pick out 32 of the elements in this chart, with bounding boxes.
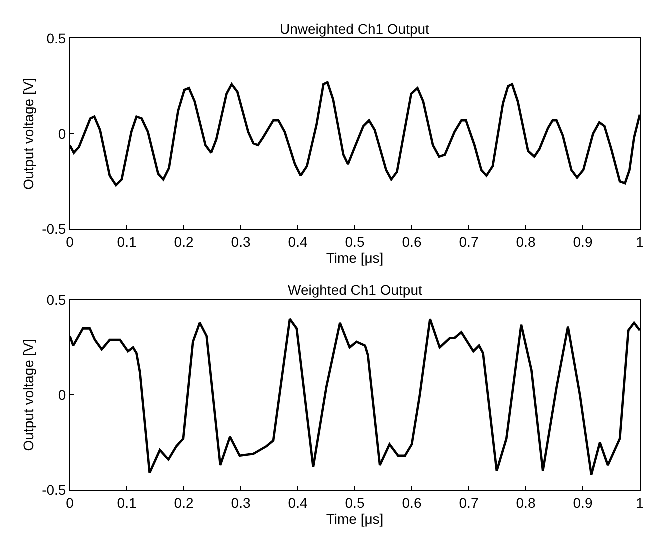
x-tick-label: 0.3	[231, 234, 251, 250]
x-tick-label: 0.6	[402, 234, 422, 250]
x-tick-label: 0.6	[402, 494, 422, 511]
x-tick-label: 0.7	[459, 494, 479, 511]
y-tick-label: 0.5	[46, 292, 66, 308]
x-tick-label: 0.8	[516, 234, 536, 250]
x-tick-label: 0.7	[459, 234, 479, 250]
x-tick-label: 0.1	[117, 494, 137, 511]
x-tick-label: 0.3	[231, 494, 251, 511]
x-tick-label: 0.1	[117, 234, 137, 250]
y-tick-label: 0	[58, 126, 66, 142]
x-axis-title: Time [μs]	[326, 250, 384, 266]
x-tick-label: 0.9	[573, 234, 593, 250]
y-axis-title: Output voltage [V]	[20, 339, 37, 452]
x-tick-label: 0.2	[174, 234, 194, 250]
x-tick-label: 0.8	[516, 494, 536, 511]
y-tick-label: -0.5	[42, 221, 66, 238]
x-tick-label: 1	[636, 234, 644, 250]
x-axis-title: Time [μs]	[326, 510, 384, 527]
y-axis-title: Output voltage [V]	[20, 78, 37, 190]
x-tick-label: 0.4	[288, 234, 308, 250]
x-tick-label: 1	[636, 494, 644, 511]
chart-title: Unweighted Ch1 Output	[280, 21, 430, 37]
y-tick-label: 0	[58, 387, 66, 404]
y-tick-label: -0.5	[42, 482, 66, 498]
x-tick-label: 0.2	[174, 494, 194, 511]
x-tick-label: 0.5	[345, 494, 365, 511]
x-tick-label: 0.9	[573, 494, 593, 511]
x-tick-label: 0.4	[288, 494, 308, 511]
x-tick-label: 0.5	[345, 234, 365, 250]
chart-title: Weighted Ch1 Output	[288, 282, 422, 298]
y-tick-label: 0.5	[46, 30, 66, 47]
